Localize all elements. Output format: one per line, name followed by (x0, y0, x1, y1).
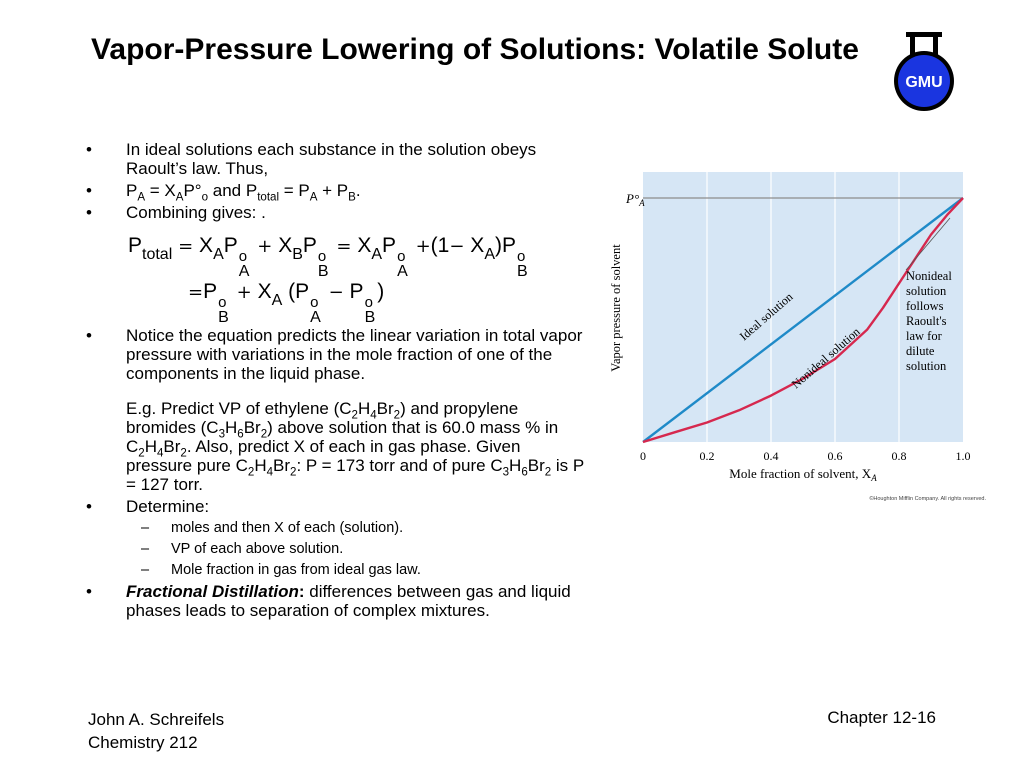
bullet-marker: • (86, 497, 92, 516)
x-tick-labels: 0 0.2 0.4 0.6 0.8 1.0 (640, 449, 971, 463)
logo-text: GMU (905, 74, 942, 91)
footer-chapter: Chapter 12-16 (827, 708, 936, 727)
sub-bullet-item: – VP of each above solution. (141, 541, 344, 557)
y-tick-label: P°A (625, 191, 645, 208)
bullet-marker: • (86, 326, 92, 345)
bullet-marker: • (86, 582, 92, 601)
bullet-item: • Determine: (86, 497, 586, 516)
flask-rim (906, 32, 942, 37)
sub-bullet-item: – moles and then X of each (solution). (141, 520, 404, 536)
footer-left: John A. Schreifels Chemistry 212 (88, 708, 224, 754)
flask-neck-right (933, 36, 938, 62)
series-group (642, 197, 964, 444)
bullet-marker: • (86, 140, 92, 159)
series-line-ideal (642, 197, 964, 443)
raoult-law-text: PA = XAP°o and Ptotal = PA + PB. (126, 181, 361, 204)
bullet-list: • In ideal solutions each substance in t… (86, 140, 586, 623)
example-problem: E.g. Predict VP of ethylene (C2H4Br2) an… (126, 399, 584, 494)
x-tick-label: 0 (640, 449, 646, 463)
chart-copyright: ©Houghton Mifflin Company. All rights re… (869, 495, 986, 502)
x-tick-label: 0.8 (892, 449, 907, 463)
bullet-text: Determine: (126, 497, 210, 516)
plot-background (643, 172, 963, 442)
vapor-pressure-chart: 0 0.2 0.4 0.6 0.8 1.0 Vapor pressure of solve… (609, 172, 986, 502)
bullet-item: • PA = XAP°o and Ptotal = PA + PB. (86, 181, 586, 204)
series-line-nonideal (642, 197, 964, 444)
equation-line-1: Ptotal = XAP o A + XBP o B = XAP o A +(1− XA)P… (128, 234, 528, 280)
bullet-marker: • (86, 203, 92, 222)
chart-annotation: Nonideal solution follows Raoult's law for di… (906, 269, 952, 373)
x-tick-label: 1.0 (956, 449, 971, 463)
x-tick-label: 0.6 (828, 449, 843, 463)
x-tick-label: 0.4 (764, 449, 779, 463)
bullet-text: In ideal solutions each substance in the… (126, 140, 537, 178)
x-axis-label: Mole fraction of solvent, XA (729, 466, 877, 483)
bullet-text: Fractional Distillation: differences bet… (126, 582, 571, 620)
bullet-item: • In ideal solutions each substance in t… (86, 140, 586, 178)
y-axis-label: Vapor pressure of solvent (609, 244, 623, 372)
footer-author: John A. Schreifels (88, 710, 225, 729)
footer-course: Chemistry 212 (88, 733, 198, 752)
slide-title: Vapor-Pressure Lowering of Solutions: Vo… (91, 33, 859, 66)
flask-bulb (898, 55, 950, 107)
bullet-text: Combining gives: . (126, 203, 266, 222)
grid-lines (706, 172, 900, 442)
bullet-item: • Notice the equation predicts the linea… (86, 326, 586, 383)
bullet-item: • Fractional Distillation: differences b… (86, 582, 586, 620)
sub-bullet-item: – Mole fraction in gas from ideal gas law… (141, 562, 421, 578)
flask-neck-left (910, 36, 915, 62)
bullet-text: Notice the equation predicts the linear … (126, 326, 583, 383)
x-tick-label: 0.2 (700, 449, 715, 463)
equation-block: Ptotal = XAP o A + XBP o B = XAP o A +(1− XA)P… (86, 228, 586, 326)
gmu-flask-logo: GMU (894, 32, 954, 111)
bullet-marker: • (86, 181, 92, 200)
bullet-item: • Combining gives: . (86, 203, 586, 222)
annotation-pointer (905, 217, 951, 271)
